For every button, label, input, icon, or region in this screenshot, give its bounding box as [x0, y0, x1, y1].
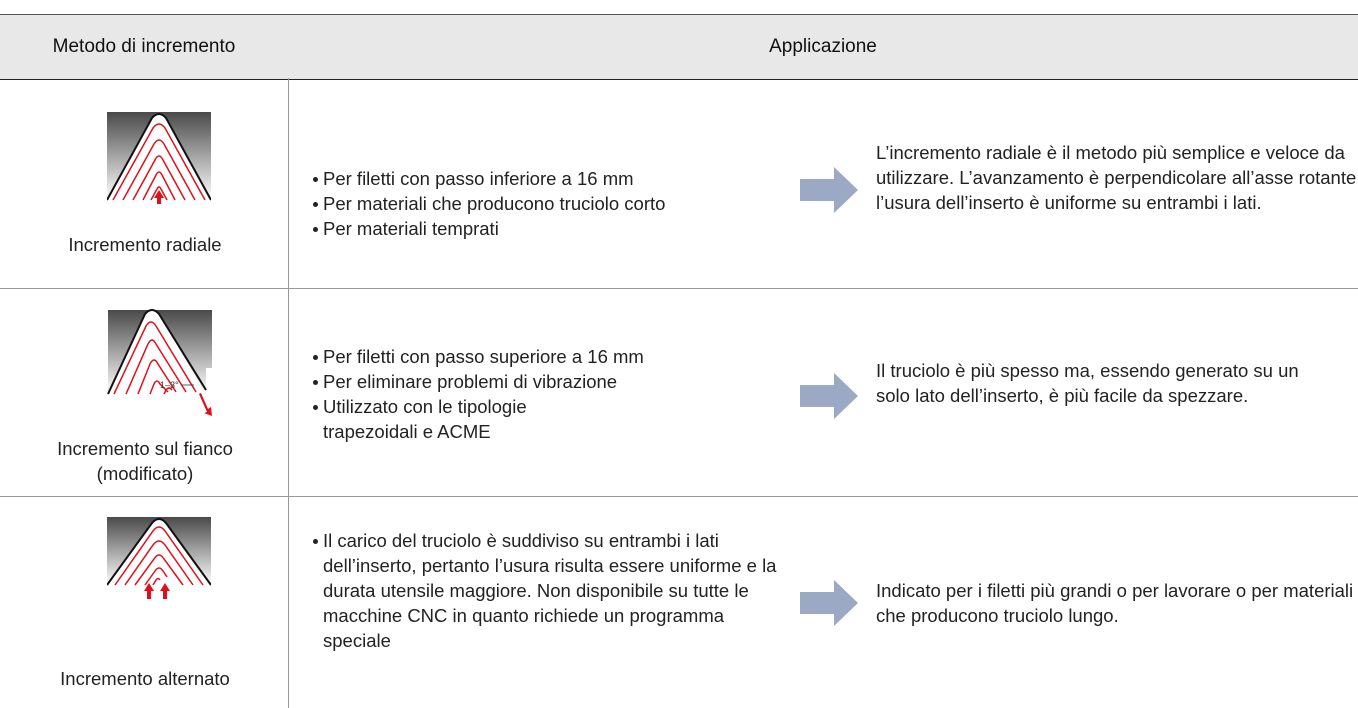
bullet-list: Per filetti con passo inferiore a 16 mm … [313, 166, 665, 241]
header-row: Metodo di incremento Applicazione [0, 14, 1358, 80]
flank-icon: 1–3° [107, 309, 212, 416]
row-divider [0, 496, 1358, 497]
bullet: Per materiali che producono truciolo cor… [313, 191, 665, 216]
arrow [800, 580, 858, 626]
bullet-list: Per filetti con passo superiore a 16 mm … [313, 344, 644, 444]
radial-icon [107, 112, 211, 204]
header-cell: Applicazione [769, 36, 877, 57]
bullet: Utilizzato con le tipologie trapezoidali… [313, 394, 563, 444]
bullet-list: Il carico del truciolo è suddiviso su en… [313, 528, 781, 653]
description: L’incremento radiale è il metodo più sem… [876, 142, 1358, 213]
header-cell: Metodo di incremento [52, 36, 236, 57]
method-label: Incremento radiale [68, 234, 222, 255]
description: Indicato per i filetti più grandi o per … [876, 580, 1354, 626]
bullet: Per eliminare problemi di vibrazione [313, 369, 617, 394]
bullet: Il carico del truciolo è suddiviso su en… [313, 528, 781, 653]
column-divider [288, 78, 289, 708]
bullet: Per filetti con passo inferiore a 16 mm [313, 166, 665, 191]
alternate-icon [107, 517, 211, 599]
angle-label: 1–3° [160, 380, 179, 390]
description: Il truciolo è più spesso ma, essendo gen… [876, 360, 1299, 406]
bullet: Per filetti con passo superiore a 16 mm [313, 344, 644, 369]
arrow [800, 167, 858, 213]
method-label: Incremento sul fianco (modificato) [57, 438, 233, 484]
row-divider [0, 288, 1358, 289]
arrow [800, 373, 858, 419]
bullet: Per materiali temprati [313, 216, 665, 241]
method-label: Incremento alternato [60, 668, 230, 689]
